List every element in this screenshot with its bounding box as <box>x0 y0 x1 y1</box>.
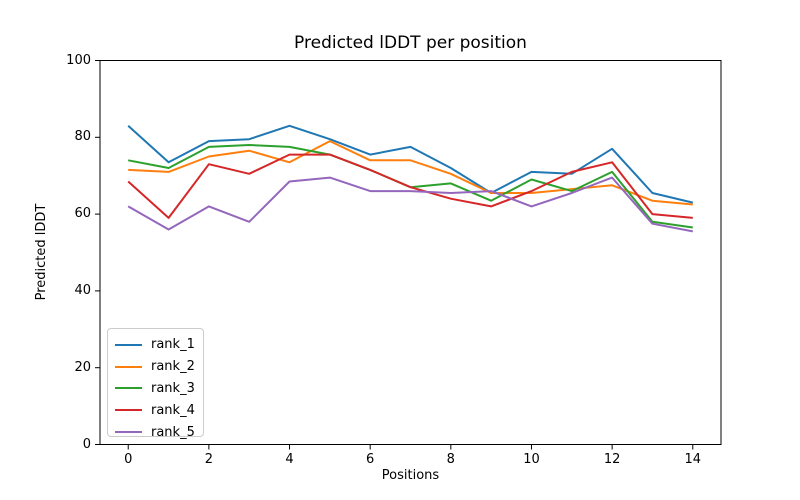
legend-label: rank_4 <box>151 402 195 418</box>
y-tick-label: 20 <box>74 359 91 375</box>
legend-item-rank_1: rank_1 <box>115 334 199 356</box>
series-line-rank_2 <box>128 140 693 206</box>
x-tick-label: 14 <box>684 451 702 467</box>
legend-label: rank_1 <box>151 337 195 353</box>
chart-title: Predicted lDDT per position <box>294 33 527 53</box>
legend-line-sample-rank_4 <box>115 409 142 412</box>
x-tick-label: 8 <box>446 451 455 467</box>
legend-line-sample-rank_2 <box>115 365 142 368</box>
y-tick-label: 100 <box>66 52 91 68</box>
x-tick-label: 0 <box>124 451 133 467</box>
series-line-rank_4 <box>127 153 693 219</box>
y-tick-label: 0 <box>82 436 91 452</box>
x-tick-label: 12 <box>603 451 621 467</box>
x-tick-label: 4 <box>285 451 294 467</box>
legend-label: rank_3 <box>151 380 195 396</box>
x-tick-label: 6 <box>366 451 375 467</box>
x-axis-label: Positions <box>381 468 440 483</box>
legend-line-sample-rank_1 <box>115 343 142 346</box>
axes-frame <box>99 60 722 445</box>
x-tick-label: 2 <box>204 451 214 467</box>
y-tick-label: 60 <box>74 206 91 222</box>
legend-line-sample-rank_3 <box>115 387 142 390</box>
legend-item-rank_2: rank_2 <box>115 356 199 378</box>
y-tick-label: 80 <box>74 129 91 145</box>
legend: rank_1 rank_2 rank_3 rank_4 rank_5 <box>107 328 204 440</box>
legend-label: rank_2 <box>151 359 195 375</box>
legend-label: rank_5 <box>151 424 195 440</box>
series-line-rank_5 <box>127 176 693 233</box>
series-line-rank_1 <box>127 124 694 204</box>
legend-item-rank_5: rank_5 <box>115 421 199 443</box>
legend-line-sample-rank_5 <box>115 431 142 434</box>
y-tick-label: 40 <box>74 282 91 298</box>
legend-item-rank_4: rank_4 <box>115 399 199 421</box>
legend-item-rank_3: rank_3 <box>115 378 199 400</box>
x-tick-label: 10 <box>523 451 540 467</box>
